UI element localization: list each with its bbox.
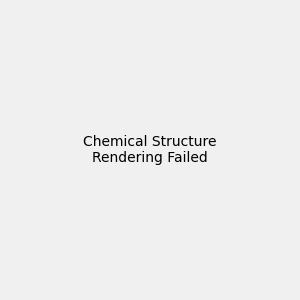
Text: Chemical Structure
Rendering Failed: Chemical Structure Rendering Failed [83, 135, 217, 165]
